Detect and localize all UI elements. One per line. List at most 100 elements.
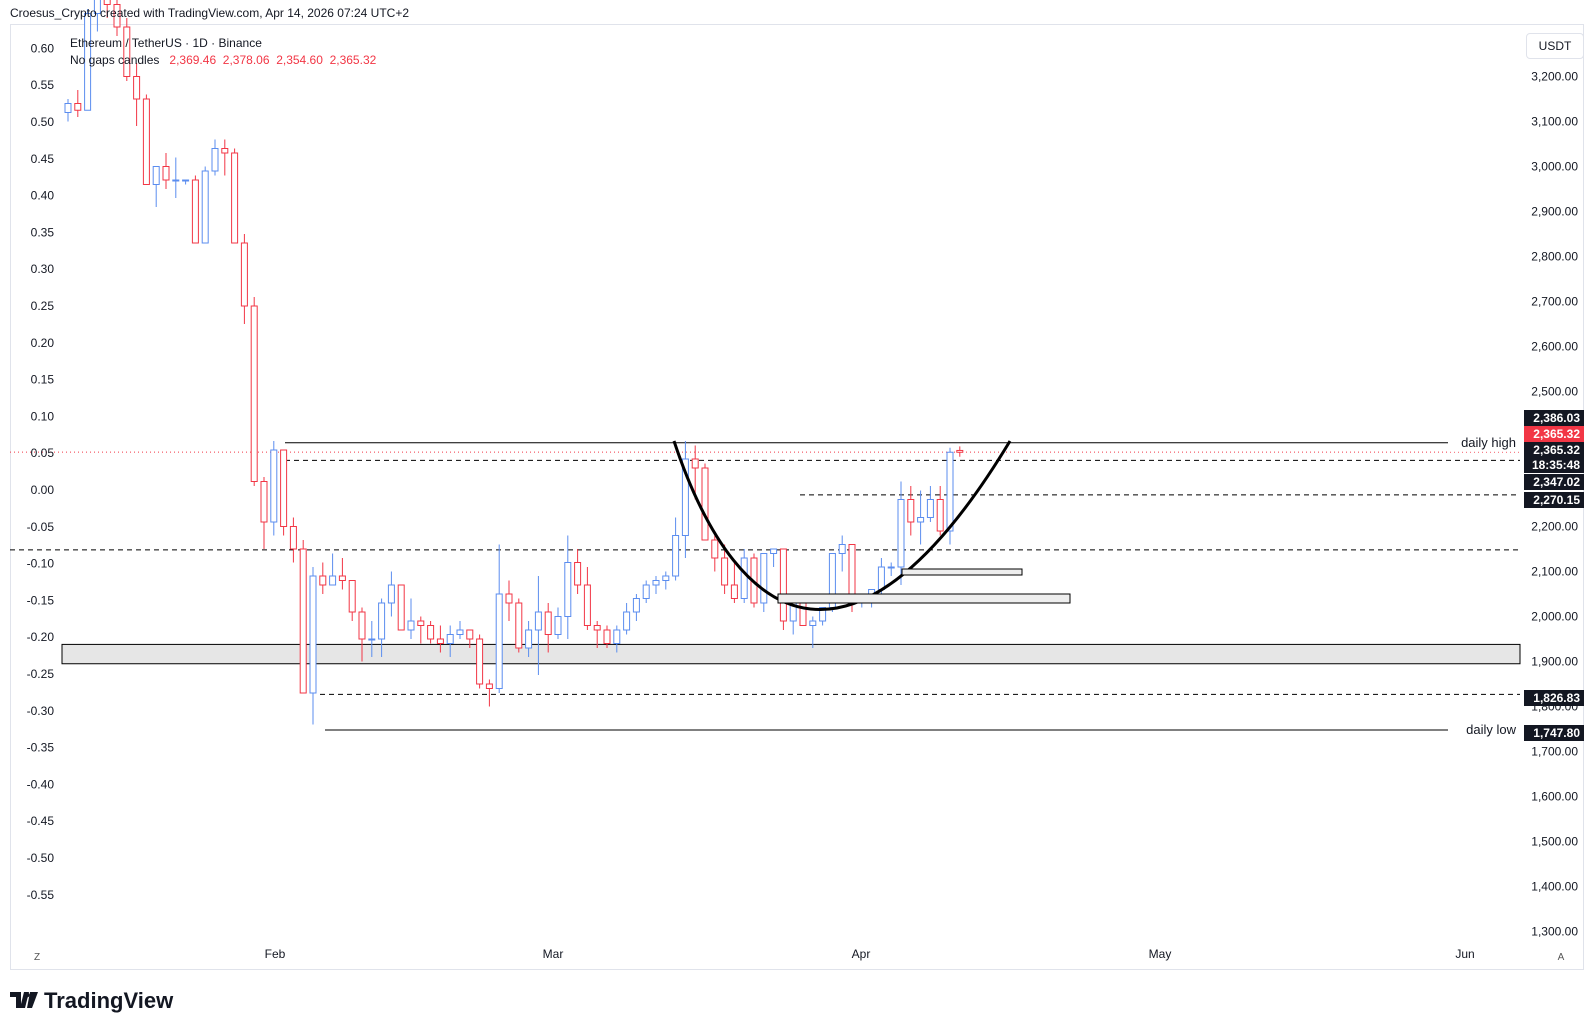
- right-axis-tick: 2,500.00: [1531, 385, 1578, 399]
- candle: [289, 517, 297, 563]
- candle: [544, 603, 552, 653]
- auto-scale-button[interactable]: A: [1557, 951, 1565, 963]
- candle-body-up: [64, 103, 72, 113]
- candle-body-down: [74, 103, 82, 111]
- candle: [387, 571, 395, 617]
- candle-body-down: [603, 629, 611, 644]
- left-axis-tick: -0.15: [27, 593, 55, 607]
- candle: [505, 580, 513, 621]
- candle-body-up: [877, 566, 885, 590]
- candle-type-label: No gaps candles: [70, 53, 160, 67]
- candle: [613, 625, 621, 653]
- candle: [191, 175, 199, 244]
- candle-body-up: [495, 593, 503, 689]
- candle-body-up: [613, 629, 621, 644]
- currency-button[interactable]: USDT: [1526, 33, 1584, 59]
- price-label-bg: [1524, 492, 1584, 508]
- cup-arc: [672, 440, 1012, 611]
- candle-body-up: [652, 580, 660, 586]
- right-axis-tick: 2,100.00: [1531, 565, 1578, 579]
- candle-body-up: [93, 0, 101, 14]
- candle-body-up: [564, 562, 572, 617]
- candle: [907, 486, 915, 536]
- candle: [838, 535, 846, 572]
- candle-body-down: [730, 584, 738, 599]
- candle-body-down: [123, 26, 131, 77]
- left-axis-tick: -0.35: [27, 741, 55, 755]
- x-axis-tick: May: [1149, 947, 1172, 961]
- candle: [446, 625, 454, 657]
- candle: [603, 625, 611, 648]
- candle-body-down: [103, 0, 111, 5]
- candle-body-up: [819, 607, 827, 622]
- candle: [113, 0, 121, 36]
- candle-body-up: [201, 170, 209, 244]
- tradingview-logo[interactable]: TradingView: [10, 988, 173, 1014]
- candle: [368, 621, 376, 657]
- candle-body-down: [515, 602, 523, 649]
- candle: [211, 139, 219, 176]
- tv-logo-wordmark: TradingView: [44, 988, 174, 1013]
- candle-body-up: [681, 458, 689, 536]
- candle-body-down: [299, 548, 307, 694]
- candle: [770, 548, 778, 567]
- left-axis-tick: 0.20: [31, 336, 55, 350]
- candle-body-up: [838, 544, 846, 554]
- right-axis-tick: 1,500.00: [1531, 835, 1578, 849]
- candle: [84, 9, 92, 111]
- candle: [525, 621, 533, 657]
- candle: [142, 94, 150, 185]
- candle: [632, 594, 640, 621]
- price-label: 18:35:48: [1532, 458, 1580, 472]
- candle: [691, 445, 699, 500]
- left-axis-tick: -0.05: [27, 520, 55, 534]
- left-axis-tick: 0.30: [31, 262, 55, 276]
- ohlc-high: 2,378.06: [222, 53, 270, 67]
- price-label-bg: [1524, 474, 1584, 490]
- candle-body-down: [133, 76, 141, 100]
- candle-body-up: [760, 553, 768, 604]
- candle: [270, 441, 278, 536]
- candle: [417, 616, 425, 644]
- candle: [779, 548, 787, 630]
- chart-credit: Croesus_Crypto created with TradingView.…: [10, 6, 409, 20]
- zoom-reset-button[interactable]: Z: [33, 951, 41, 963]
- right-axis-tick: 2,700.00: [1531, 295, 1578, 309]
- left-axis-tick: -0.50: [27, 851, 55, 865]
- candle: [476, 634, 484, 689]
- candle-body-up: [368, 638, 376, 641]
- candle-body-up: [446, 634, 454, 644]
- candle-body-down: [505, 593, 513, 604]
- candle: [162, 153, 170, 189]
- candle: [201, 166, 209, 244]
- right-axis-tick: 2,000.00: [1531, 610, 1578, 624]
- candle: [564, 535, 572, 639]
- price-label-bg: [1524, 442, 1584, 458]
- ohlc-row: No gaps candles 2,369.46 2,378.06 2,354.…: [70, 52, 376, 69]
- candle: [172, 157, 180, 198]
- candle-body-down: [721, 557, 729, 586]
- left-axis-tick: -0.55: [27, 888, 55, 902]
- left-axis-tick: 0.15: [31, 373, 55, 387]
- left-axis-tick: 0.35: [31, 225, 55, 239]
- left-axis-tick: 0.55: [31, 78, 55, 92]
- price-label: 2,365.32: [1533, 427, 1580, 441]
- candle-body-down: [779, 548, 787, 622]
- candle-body-up: [917, 517, 925, 523]
- candle-body-up: [182, 179, 190, 182]
- candle-body-down: [250, 305, 258, 482]
- candle: [701, 463, 709, 541]
- annotation-label: daily low: [1466, 722, 1516, 737]
- candle-body-down: [289, 526, 297, 550]
- candle-body-down: [701, 467, 709, 541]
- left-axis-tick: 0.60: [31, 41, 55, 55]
- candle: [329, 553, 337, 586]
- annotation-bg: [1448, 720, 1520, 739]
- candle: [623, 603, 631, 635]
- candle-body-up: [309, 575, 317, 694]
- candle: [221, 139, 229, 176]
- support-zone: [61, 643, 1521, 665]
- right-axis-tick: 2,900.00: [1531, 205, 1578, 219]
- left-axis-tick: 0.45: [31, 152, 55, 166]
